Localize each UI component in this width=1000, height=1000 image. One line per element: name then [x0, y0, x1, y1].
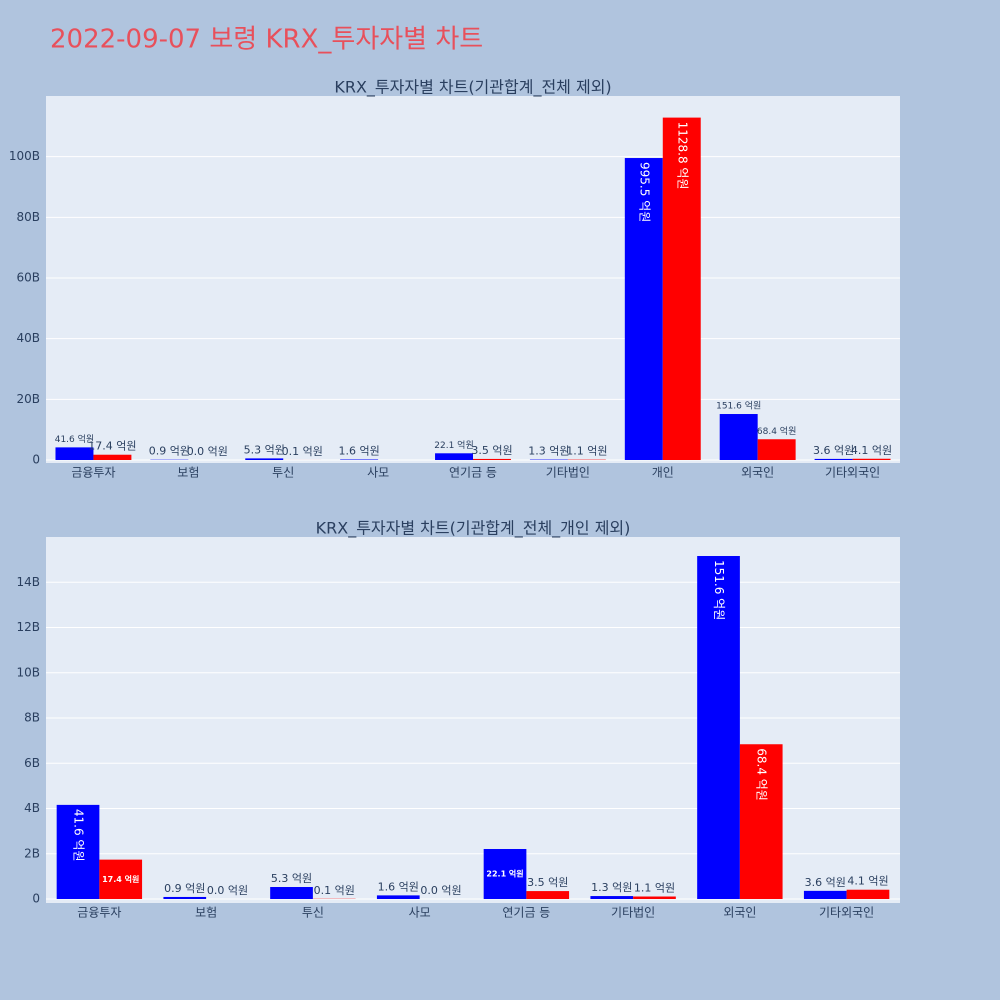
y-tick-label: 14B [16, 575, 40, 589]
bar [757, 439, 796, 460]
value-label: 1.1 억원 [634, 882, 675, 895]
x-tick-label: 기타외국인 [819, 906, 874, 920]
y-tick-label: 20B [16, 392, 40, 406]
bar [93, 454, 132, 460]
x-tick-label: 투신 [272, 466, 294, 480]
x-tick-label: 외국인 [723, 906, 756, 920]
x-tick-label: 투신 [302, 906, 324, 920]
value-label: 0.0 억원 [187, 445, 228, 458]
x-tick-label: 금융투자 [71, 466, 115, 480]
value-label: 68.4 억원 [757, 425, 796, 437]
bar [814, 458, 853, 460]
value-label: 0.9 억원 [164, 882, 205, 895]
x-tick-label: 금융투자 [77, 906, 121, 920]
x-tick-label: 보험 [177, 466, 199, 480]
value-label: 0.1 억원 [314, 884, 355, 897]
bar [245, 458, 284, 460]
value-label: 3.6 억원 [813, 444, 854, 457]
value-label: 3.5 억원 [527, 876, 568, 889]
value-label: 151.6 억원 [716, 400, 761, 412]
value-label: 22.1 억원 [434, 439, 473, 451]
value-label: 41.6 억원 [55, 433, 94, 445]
value-label: 151.6 억원 [712, 560, 726, 620]
x-tick-label: 외국인 [741, 466, 774, 480]
y-tick-label: 4B [24, 801, 40, 815]
bar [376, 895, 420, 899]
x-tick-label: 기타법인 [546, 466, 590, 480]
x-tick-label: 기타법인 [611, 906, 655, 920]
value-label: 0.9 억원 [149, 445, 190, 458]
bar [662, 117, 701, 460]
y-tick-label: 6B [24, 756, 40, 770]
y-tick-label: 40B [16, 331, 40, 345]
value-label: 68.4 억원 [755, 748, 769, 801]
bar [803, 890, 847, 899]
bar [483, 848, 527, 899]
bar [435, 453, 473, 460]
value-label: 1.6 억원 [378, 880, 419, 893]
y-tick-label: 80B [16, 210, 40, 224]
y-tick-label: 8B [24, 711, 40, 725]
bar [739, 744, 783, 899]
x-tick-label: 기타외국인 [825, 466, 880, 480]
x-tick-label: 개인 [652, 466, 674, 480]
x-tick-label: 연기금 등 [449, 466, 497, 480]
x-tick-label: 사모 [409, 906, 431, 920]
bar [163, 896, 207, 899]
y-tick-label: 100B [9, 149, 40, 163]
value-label: 17.4 억원 [102, 874, 139, 884]
value-label: 1.3 억원 [528, 445, 569, 458]
bar [99, 859, 143, 899]
value-label: 3.6 억원 [805, 876, 846, 889]
value-label: 0.1 억원 [282, 445, 323, 458]
x-tick-label: 연기금 등 [502, 906, 550, 920]
value-label: 3.5 억원 [471, 444, 512, 457]
chart-title: KRX_투자자별 차트(기관합계_전체_개인 제외) [316, 519, 631, 539]
x-tick-label: 사모 [367, 466, 389, 480]
plot-area [46, 96, 900, 463]
bar [852, 458, 891, 460]
value-label: 5.3 억원 [271, 872, 312, 885]
value-label: 5.3 억원 [244, 443, 285, 456]
value-label: 17.4 억원 [88, 440, 136, 453]
y-tick-label: 2B [24, 846, 40, 860]
value-label: 4.1 억원 [851, 444, 892, 457]
bar [719, 414, 758, 460]
chart-title: KRX_투자자별 차트(기관합계_전체 제외) [334, 78, 611, 98]
y-tick-label: 12B [16, 620, 40, 634]
y-tick-label: 0 [32, 892, 40, 906]
page-title: 2022-09-07 보령 KRX_투자자별 차트 [50, 25, 483, 55]
bar [270, 887, 313, 899]
bar [846, 889, 890, 899]
bar [590, 896, 634, 899]
y-tick-label: 10B [16, 665, 40, 679]
bar [526, 891, 570, 899]
bar [56, 804, 100, 899]
y-tick-label: 0 [32, 453, 40, 467]
bar [624, 158, 663, 460]
value-label: 22.1 억원 [486, 868, 523, 878]
value-label: 0.0 억원 [420, 884, 461, 897]
value-label: 0.0 억원 [207, 884, 248, 897]
value-label: 41.6 억원 [72, 809, 86, 862]
value-label: 1.6 억원 [339, 445, 380, 458]
value-label: 1128.8 억원 [675, 122, 689, 190]
value-label: 1.3 억원 [591, 881, 632, 894]
value-label: 1.1 억원 [566, 445, 607, 458]
value-label: 995.5 억원 [637, 162, 651, 222]
bar [55, 447, 94, 460]
y-tick-label: 60B [16, 271, 40, 285]
bar [473, 458, 511, 460]
bar [633, 896, 676, 899]
bar [697, 556, 740, 899]
x-tick-label: 보험 [195, 906, 217, 920]
value-label: 4.1 억원 [847, 875, 888, 888]
